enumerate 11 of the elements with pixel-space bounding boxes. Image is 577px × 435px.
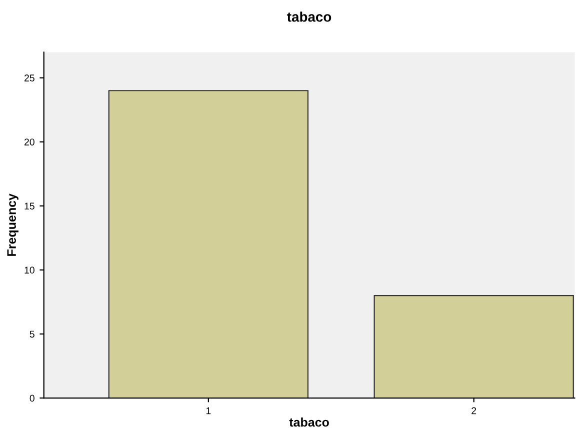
- y-tick-label: 10: [24, 266, 34, 274]
- y-axis-title: Frequency: [7, 194, 18, 256]
- y-tick-label: 0: [30, 394, 34, 402]
- chart-title: tabaco: [287, 12, 332, 22]
- y-tick-label: 15: [24, 202, 34, 210]
- y-tick-label: 25: [24, 74, 34, 82]
- x-tick-label: 1: [206, 407, 211, 414]
- x-axis-title: tabaco: [289, 418, 329, 427]
- y-tick-label: 5: [30, 330, 34, 338]
- x-tick-label: 2: [472, 407, 476, 414]
- y-tick-label: 20: [24, 138, 34, 146]
